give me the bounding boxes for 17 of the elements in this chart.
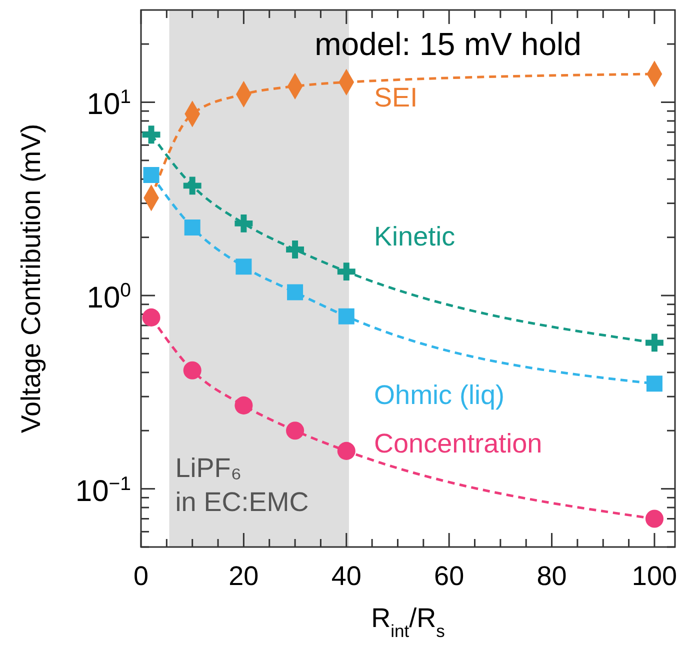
series-label: Kinetic bbox=[374, 222, 456, 252]
x-axis-title: R$_{int}$/R$_{s}$ bbox=[371, 603, 446, 641]
series-label: Concentration bbox=[374, 428, 542, 459]
y-axis-title: Voltage Contribution (mV) bbox=[16, 124, 46, 434]
series-label: Ohmic (liq) bbox=[374, 380, 505, 410]
y-tick-label: 10$^{0}$ bbox=[86, 280, 132, 315]
y-tick-label: 10$^{1}$ bbox=[86, 86, 131, 122]
x-tick-label: 0 bbox=[133, 561, 149, 591]
x-tick-label: 40 bbox=[331, 561, 362, 591]
x-tick-label: 20 bbox=[228, 561, 259, 591]
x-tick-label: 80 bbox=[536, 561, 567, 591]
x-tick-label: 100 bbox=[632, 561, 677, 591]
x-tick-label: 60 bbox=[434, 561, 464, 591]
text: model: 15 mV hold bbox=[314, 26, 582, 62]
band-label: LiPF₆ in EC:EMC bbox=[175, 453, 309, 517]
series-label: SEI bbox=[374, 82, 418, 112]
y-tick-label: 10$^{−1}$ bbox=[75, 472, 131, 508]
